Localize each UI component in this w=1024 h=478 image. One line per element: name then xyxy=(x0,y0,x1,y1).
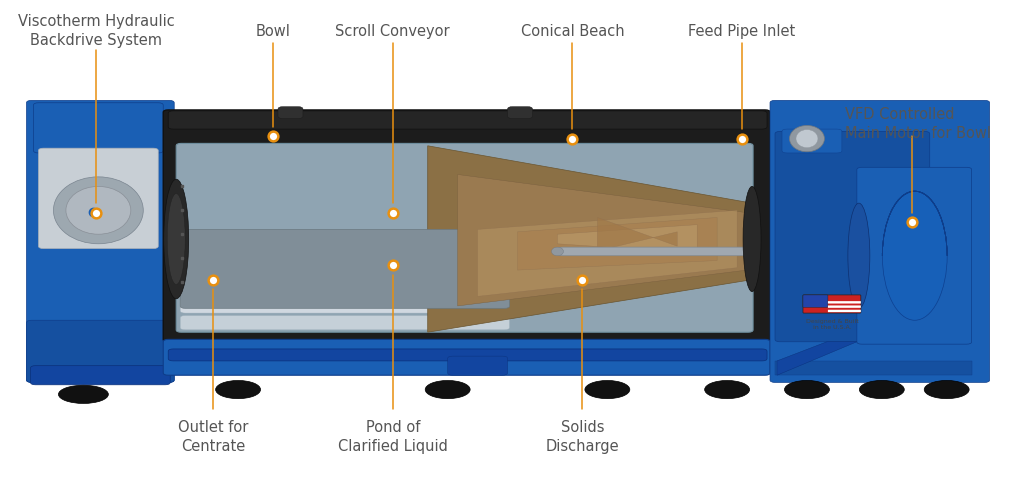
Polygon shape xyxy=(777,342,857,375)
FancyBboxPatch shape xyxy=(803,295,828,307)
Ellipse shape xyxy=(883,191,947,320)
Text: Viscotherm Hydraulic
Backdrive System: Viscotherm Hydraulic Backdrive System xyxy=(18,14,175,48)
Text: VFD Controlled
Main Motor for Bowl: VFD Controlled Main Motor for Bowl xyxy=(845,107,991,141)
Text: Designed & Built
in the U.S.A.: Designed & Built in the U.S.A. xyxy=(806,319,858,330)
Text: Bowl: Bowl xyxy=(256,23,291,39)
Ellipse shape xyxy=(796,130,818,148)
Ellipse shape xyxy=(216,380,260,399)
FancyBboxPatch shape xyxy=(447,356,508,375)
FancyBboxPatch shape xyxy=(34,103,163,153)
Ellipse shape xyxy=(66,186,131,234)
FancyBboxPatch shape xyxy=(176,143,753,332)
FancyBboxPatch shape xyxy=(828,310,861,312)
Polygon shape xyxy=(517,217,717,270)
FancyBboxPatch shape xyxy=(180,299,510,313)
Text: Conical Beach: Conical Beach xyxy=(520,23,625,39)
Text: Feed Pipe Inlet: Feed Pipe Inlet xyxy=(688,23,796,39)
Polygon shape xyxy=(597,217,677,251)
FancyBboxPatch shape xyxy=(180,232,510,246)
FancyBboxPatch shape xyxy=(168,111,767,129)
FancyBboxPatch shape xyxy=(278,107,303,119)
Polygon shape xyxy=(775,361,972,375)
Text: Scroll Conveyor: Scroll Conveyor xyxy=(336,23,451,39)
FancyBboxPatch shape xyxy=(828,305,861,308)
Ellipse shape xyxy=(167,194,185,284)
Ellipse shape xyxy=(790,125,824,152)
Text: Pond of
Clarified Liquid: Pond of Clarified Liquid xyxy=(338,420,447,455)
FancyBboxPatch shape xyxy=(163,339,770,375)
Ellipse shape xyxy=(743,186,761,292)
Ellipse shape xyxy=(552,247,563,256)
FancyBboxPatch shape xyxy=(180,315,510,330)
Text: Outlet for
Centrate: Outlet for Centrate xyxy=(178,420,249,455)
Ellipse shape xyxy=(164,179,188,299)
FancyBboxPatch shape xyxy=(180,265,510,280)
FancyBboxPatch shape xyxy=(39,148,159,249)
FancyBboxPatch shape xyxy=(31,366,170,385)
FancyBboxPatch shape xyxy=(508,107,532,119)
Ellipse shape xyxy=(848,203,869,308)
Ellipse shape xyxy=(925,380,969,399)
Polygon shape xyxy=(557,225,697,253)
FancyBboxPatch shape xyxy=(770,100,989,382)
FancyBboxPatch shape xyxy=(163,110,770,342)
FancyBboxPatch shape xyxy=(27,320,174,382)
Ellipse shape xyxy=(784,380,829,399)
FancyBboxPatch shape xyxy=(27,100,174,382)
Ellipse shape xyxy=(585,380,630,399)
Ellipse shape xyxy=(705,380,750,399)
Text: Solids
Discharge: Solids Discharge xyxy=(546,420,620,455)
FancyBboxPatch shape xyxy=(557,247,757,256)
FancyBboxPatch shape xyxy=(857,167,972,344)
Polygon shape xyxy=(428,146,752,332)
Polygon shape xyxy=(477,210,737,296)
FancyBboxPatch shape xyxy=(803,295,861,313)
FancyBboxPatch shape xyxy=(775,131,930,342)
FancyBboxPatch shape xyxy=(782,129,842,153)
FancyBboxPatch shape xyxy=(828,301,861,304)
Polygon shape xyxy=(458,174,748,306)
FancyBboxPatch shape xyxy=(180,282,510,296)
FancyBboxPatch shape xyxy=(180,249,510,263)
FancyBboxPatch shape xyxy=(168,349,767,361)
FancyBboxPatch shape xyxy=(180,229,510,308)
Ellipse shape xyxy=(58,385,109,403)
Ellipse shape xyxy=(859,380,904,399)
Ellipse shape xyxy=(425,380,470,399)
Ellipse shape xyxy=(53,177,143,244)
